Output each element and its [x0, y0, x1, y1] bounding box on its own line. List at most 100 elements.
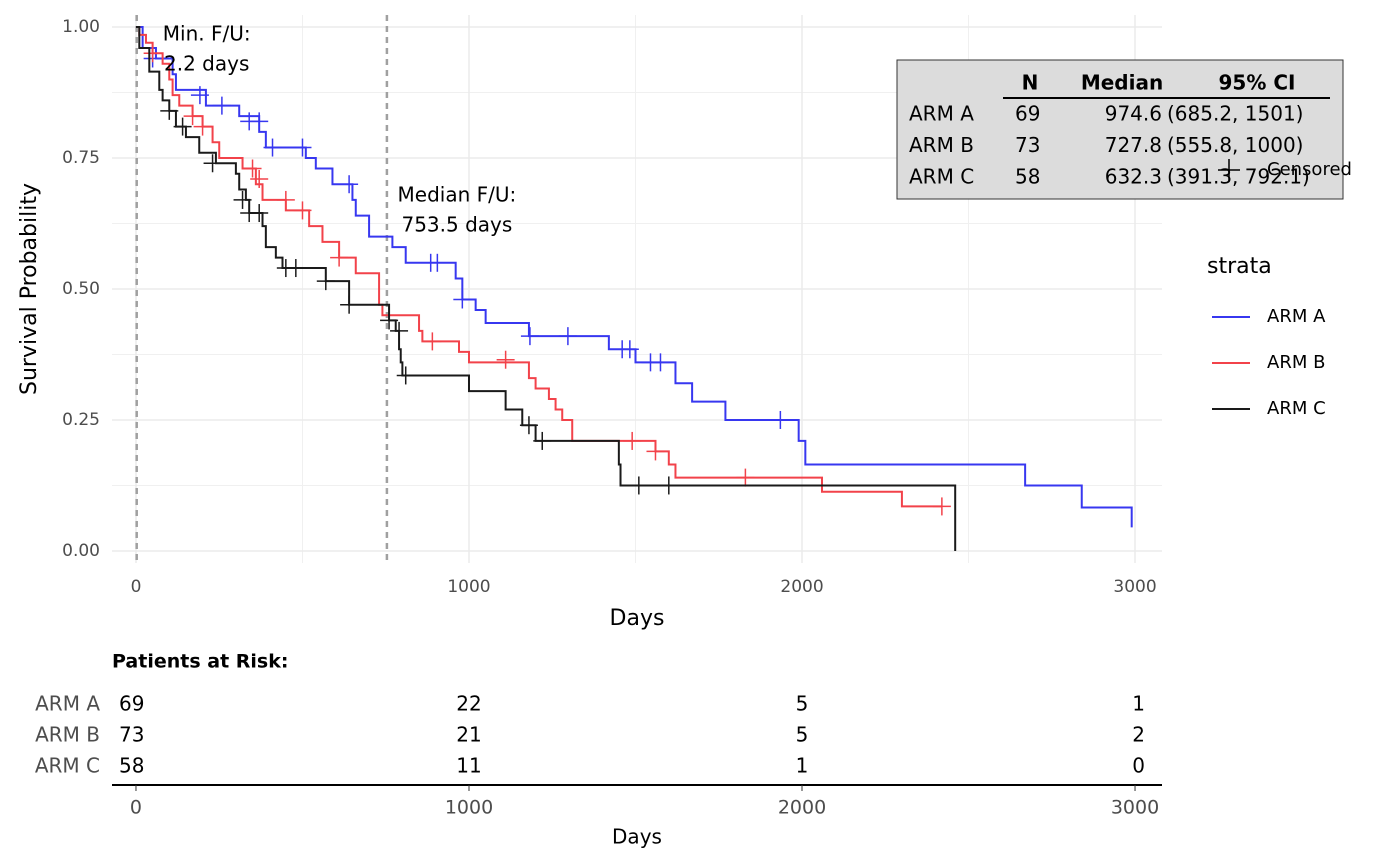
table-cell: 974.6: [1105, 102, 1162, 126]
censor-mark: [520, 327, 539, 346]
legend-label: ARM B: [1267, 352, 1325, 373]
censor-mark: [623, 431, 642, 450]
censor-mark: [519, 416, 538, 435]
x-tick-label: 3000: [1113, 577, 1156, 597]
legend-label: ARM C: [1267, 398, 1326, 419]
risk-row-label: ARM B: [35, 723, 100, 747]
censor-mark: [651, 353, 670, 372]
risk-count: 0: [1132, 754, 1145, 778]
y-tick-label: 0.00: [62, 541, 100, 561]
risk-table-title: Patients at Risk:: [112, 651, 288, 673]
table-header: Median: [1081, 71, 1163, 95]
censor-mark: [183, 107, 202, 126]
annotation: 2.2 days: [164, 52, 249, 76]
censor-mark: [932, 497, 951, 516]
censor-mark: [390, 321, 409, 340]
table-cell: 727.8: [1105, 133, 1162, 157]
x-axis-label: Days: [612, 825, 662, 849]
y-tick-label: 0.50: [62, 279, 100, 299]
x-tick-label: 0: [130, 797, 142, 819]
censor-mark: [250, 112, 269, 131]
risk-count: 21: [456, 723, 481, 747]
censor-mark: [396, 366, 415, 385]
censor-mark: [250, 204, 269, 223]
censor-mark: [293, 138, 312, 157]
risk-count: 69: [119, 692, 144, 716]
table-cell: 69: [1015, 102, 1040, 126]
censor-mark: [428, 253, 447, 272]
censor-mark: [286, 259, 305, 278]
survival-curve: [135, 26, 942, 508]
risk-count: 1: [796, 754, 809, 778]
x-axis-label: Days: [610, 606, 665, 631]
censor-mark: [316, 272, 335, 291]
censor-mark: [212, 96, 231, 115]
x-tick-label: 1000: [445, 797, 493, 819]
annotation: Median F/U:: [398, 183, 517, 207]
risk-count: 1: [1132, 692, 1145, 716]
legend-label: ARM A: [1267, 306, 1326, 327]
risk-row-label: ARM A: [35, 692, 100, 716]
x-tick-label: 2000: [780, 577, 823, 597]
table-header: 95% CI: [1219, 71, 1296, 95]
censor-mark: [736, 468, 755, 487]
censor-mark: [143, 44, 162, 63]
annotation: 753.5 days: [401, 213, 512, 237]
censor-mark: [233, 190, 252, 209]
censor-mark: [243, 159, 262, 178]
censor-mark: [173, 117, 192, 136]
censor-mark: [160, 101, 179, 120]
censor-mark: [533, 431, 552, 450]
censor-mark: [250, 169, 269, 188]
censor-mark: [646, 442, 665, 461]
censor-mark: [620, 340, 639, 359]
legend-title: strata: [1207, 254, 1272, 279]
table-cell: 73: [1015, 133, 1040, 157]
x-tick-label: 1000: [447, 577, 490, 597]
censor-mark: [558, 327, 577, 346]
x-tick-label: 3000: [1111, 797, 1159, 819]
risk-count: 73: [119, 723, 144, 747]
annotation: Min. F/U:: [163, 22, 251, 46]
censor-mark: [496, 350, 515, 369]
table-cell: ARM B: [909, 133, 974, 157]
risk-count: 5: [796, 692, 809, 716]
risk-count: 2: [1132, 723, 1145, 747]
y-tick-label: 0.25: [62, 410, 100, 430]
censor-mark: [340, 295, 359, 314]
censor-mark: [453, 290, 472, 309]
y-tick-label: 1.00: [62, 17, 100, 37]
censor-mark: [340, 175, 359, 194]
censor-mark: [423, 332, 442, 351]
table-cell: 58: [1015, 165, 1040, 189]
censor-mark: [203, 154, 222, 173]
risk-count: 5: [796, 723, 809, 747]
risk-count: 22: [456, 692, 481, 716]
x-tick-label: 0: [131, 577, 142, 597]
y-axis-label: Survival Probability: [17, 183, 42, 395]
table-header: N: [1022, 71, 1039, 95]
risk-row-label: ARM C: [35, 754, 100, 778]
censor-mark: [263, 138, 282, 157]
y-tick-label: 0.75: [62, 148, 100, 168]
table-cell: ARM A: [909, 102, 974, 126]
table-cell: (391.3, 792.1): [1167, 165, 1310, 189]
table-cell: ARM C: [909, 165, 974, 189]
censor-legend-label: Censored: [1267, 159, 1352, 180]
risk-count: 11: [456, 754, 481, 778]
censor-mark: [771, 410, 790, 429]
table-cell: (685.2, 1501): [1167, 102, 1303, 126]
censor-mark: [193, 117, 212, 136]
censor-mark: [659, 476, 678, 495]
x-tick-label: 2000: [778, 797, 826, 819]
censor-mark: [276, 190, 295, 209]
table-cell: (555.8, 1000): [1167, 133, 1303, 157]
censor-mark: [293, 201, 312, 220]
censor-mark: [380, 311, 399, 330]
table-cell: 632.3: [1105, 165, 1162, 189]
summary-box: [896, 59, 1344, 200]
censor-mark: [330, 248, 349, 267]
risk-count: 58: [119, 754, 144, 778]
censor-mark: [190, 86, 209, 105]
